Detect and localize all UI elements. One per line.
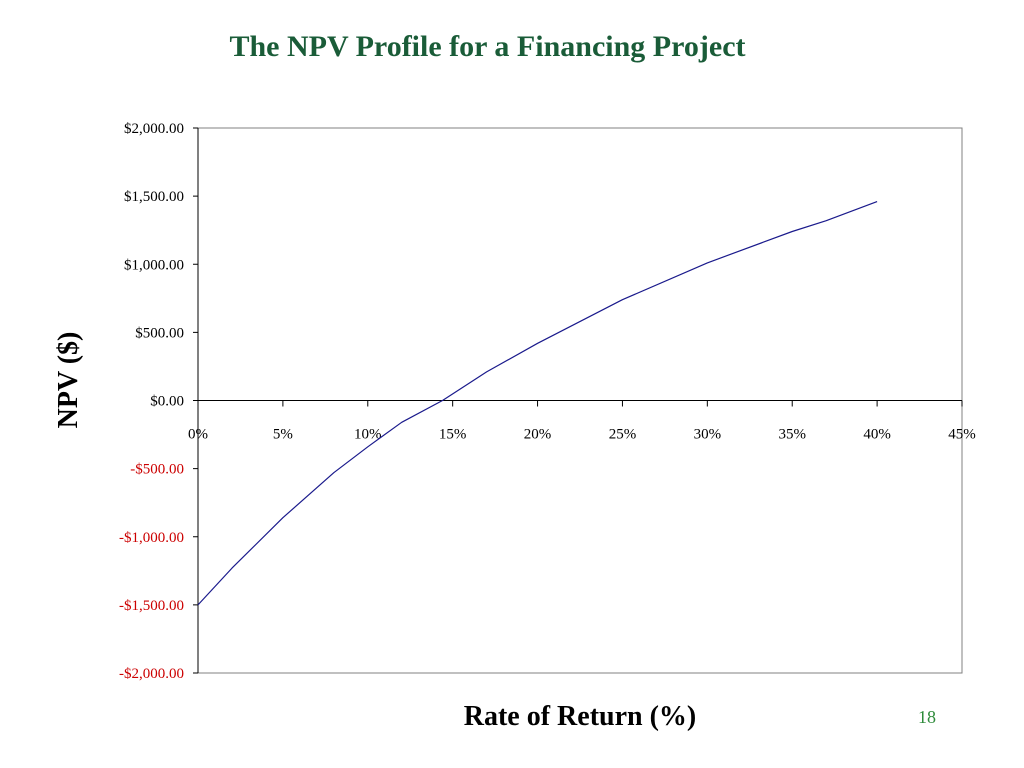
y-tick-label: $0.00 [150, 394, 184, 410]
x-tick-label: 10% [354, 427, 382, 443]
y-tick-label: -$2,000.00 [119, 666, 184, 682]
slide-title: The NPV Profile for a Financing Project [229, 30, 746, 63]
x-tick-label: 5% [273, 427, 293, 443]
y-tick-label: -$1,000.00 [119, 530, 184, 546]
x-tick-label: 45% [948, 427, 976, 443]
y-tick-label: -$1,500.00 [119, 598, 184, 614]
y-tick-label: $2,000.00 [124, 121, 184, 137]
x-tick-label: 30% [694, 427, 722, 443]
y-tick-label: $1,500.00 [124, 189, 184, 205]
y-tick-label: $1,000.00 [124, 257, 184, 273]
y-axis-label: NPV ($) [53, 331, 84, 429]
x-tick-label: 25% [609, 427, 637, 443]
x-tick-label: 15% [439, 427, 467, 443]
y-tick-label: $500.00 [135, 325, 184, 341]
y-axis-label-wrap: NPV ($) [49, 300, 89, 460]
x-tick-label: 40% [863, 427, 891, 443]
page-number: 18 [918, 707, 936, 727]
x-tick-label: 20% [524, 427, 552, 443]
x-axis-label: Rate of Return (%) [463, 701, 697, 732]
y-tick-label: -$500.00 [130, 462, 184, 478]
x-tick-label: 35% [778, 427, 806, 443]
x-tick-label: 0% [188, 427, 208, 443]
npv-series-line [197, 201, 878, 606]
